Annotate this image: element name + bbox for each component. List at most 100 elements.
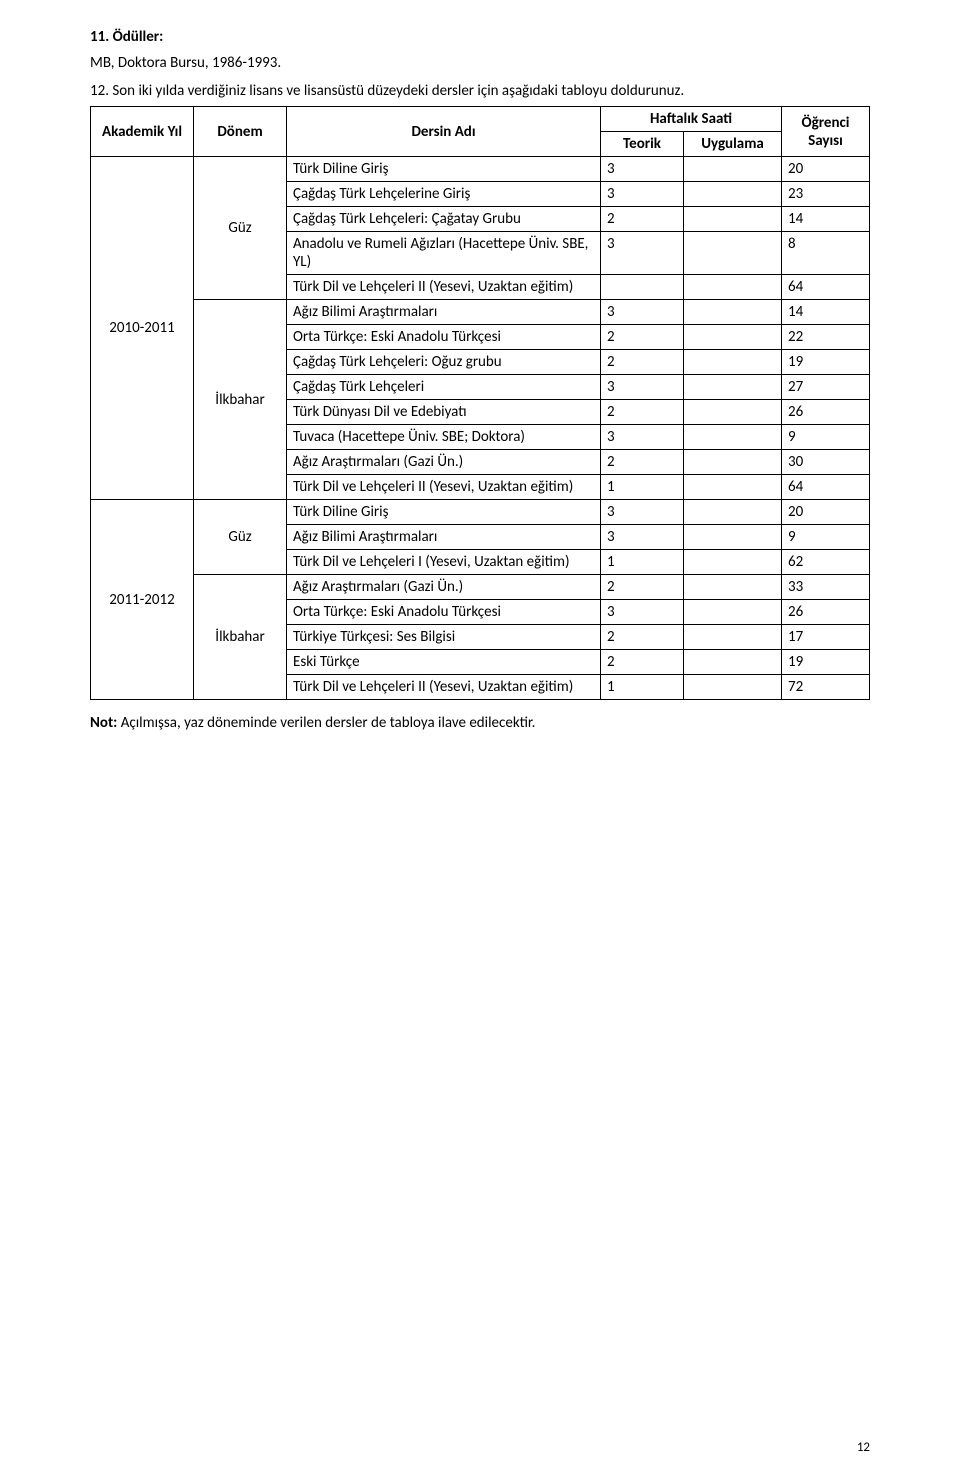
table-row: İlkbahar Ağız Araştırmaları (Gazi Ün.) 2…	[91, 575, 870, 600]
courses-table: Akademik Yıl Dönem Dersin Adı Haftalık S…	[90, 106, 870, 700]
cell-sayi: 22	[782, 325, 870, 350]
cell-uyg	[684, 400, 782, 425]
cell-sayi: 62	[782, 550, 870, 575]
cell-sayi: 30	[782, 450, 870, 475]
cell-ders: Eski Türkçe	[287, 650, 601, 675]
page-number: 12	[857, 1440, 870, 1455]
cell-ders: Türk Diline Giriş	[287, 500, 601, 525]
cell-teorik: 1	[601, 550, 684, 575]
cell-uyg	[684, 232, 782, 275]
header-teorik: Teorik	[601, 132, 684, 157]
cell-teorik: 2	[601, 400, 684, 425]
header-uygulama: Uygulama	[684, 132, 782, 157]
cell-uyg	[684, 275, 782, 300]
cell-sayi: 26	[782, 400, 870, 425]
cell-ders: Çağdaş Türk Lehçeleri: Oğuz grubu	[287, 350, 601, 375]
cell-ders: Türk Diline Giriş	[287, 157, 601, 182]
cell-teorik: 2	[601, 625, 684, 650]
cell-uyg	[684, 182, 782, 207]
cell-teorik: 2	[601, 450, 684, 475]
cell-uyg	[684, 325, 782, 350]
cell-sayi: 26	[782, 600, 870, 625]
note-body: Açılmışsa, yaz döneminde verilen dersler…	[117, 714, 535, 732]
cell-term-ilkbahar-1: İlkbahar	[194, 300, 287, 500]
cell-teorik: 2	[601, 207, 684, 232]
cell-sayi: 33	[782, 575, 870, 600]
cell-teorik: 2	[601, 575, 684, 600]
cell-uyg	[684, 525, 782, 550]
cell-uyg	[684, 625, 782, 650]
header-akademik-yil: Akademik Yıl	[91, 107, 194, 157]
cell-uyg	[684, 500, 782, 525]
table-header-row-1: Akademik Yıl Dönem Dersin Adı Haftalık S…	[91, 107, 870, 132]
cell-ders: Ağız Araştırmaları (Gazi Ün.)	[287, 575, 601, 600]
cell-teorik: 2	[601, 350, 684, 375]
cell-year-1: 2010-2011	[91, 157, 194, 500]
cell-teorik	[601, 275, 684, 300]
cell-ders: Çağdaş Türk Lehçelerine Giriş	[287, 182, 601, 207]
heading-courses: 12. Son iki yılda verdiğiniz lisans ve l…	[90, 82, 684, 100]
table-row: İlkbahar Ağız Bilimi Araştırmaları 3 14	[91, 300, 870, 325]
cell-ders: Ağız Araştırmaları (Gazi Ün.)	[287, 450, 601, 475]
cell-teorik: 2	[601, 650, 684, 675]
cell-uyg	[684, 575, 782, 600]
cell-sayi: 14	[782, 300, 870, 325]
cell-uyg	[684, 207, 782, 232]
cell-sayi: 64	[782, 275, 870, 300]
cell-ders: Türk Dil ve Lehçeleri I (Yesevi, Uzaktan…	[287, 550, 601, 575]
cell-ders: Türk Dünyası Dil ve Edebiyatı	[287, 400, 601, 425]
header-dersin-adi: Dersin Adı	[287, 107, 601, 157]
cell-sayi: 9	[782, 425, 870, 450]
heading-awards: 11. Ödüller:	[90, 28, 870, 46]
cell-ders: Orta Türkçe: Eski Anadolu Türkçesi	[287, 600, 601, 625]
cell-ders: Çağdaş Türk Lehçeleri: Çağatay Grubu	[287, 207, 601, 232]
cell-teorik: 3	[601, 500, 684, 525]
cell-teorik: 3	[601, 375, 684, 400]
cell-uyg	[684, 475, 782, 500]
cell-teorik: 3	[601, 182, 684, 207]
cell-uyg	[684, 300, 782, 325]
cell-teorik: 3	[601, 425, 684, 450]
cell-teorik: 3	[601, 600, 684, 625]
cell-term-guz-1: Güz	[194, 157, 287, 300]
header-haftalik-saati: Haftalık Saati	[601, 107, 782, 132]
cell-sayi: 20	[782, 157, 870, 182]
cell-uyg	[684, 675, 782, 700]
cell-year-2: 2011-2012	[91, 500, 194, 700]
cell-ders: Çağdaş Türk Lehçeleri	[287, 375, 601, 400]
cell-ders: Anadolu ve Rumeli Ağızları (Hacettepe Ün…	[287, 232, 601, 275]
header-donem: Dönem	[194, 107, 287, 157]
cell-ders: Türk Dil ve Lehçeleri II (Yesevi, Uzakta…	[287, 475, 601, 500]
cell-teorik: 3	[601, 525, 684, 550]
cell-ders: Tuvaca (Hacettepe Üniv. SBE; Doktora)	[287, 425, 601, 450]
cell-sayi: 20	[782, 500, 870, 525]
cell-teorik: 1	[601, 675, 684, 700]
cell-sayi: 64	[782, 475, 870, 500]
cell-ders: Türk Dil ve Lehçeleri II (Yesevi, Uzakta…	[287, 675, 601, 700]
awards-text: MB, Doktora Bursu, 1986-1993.	[90, 54, 870, 72]
cell-teorik: 3	[601, 300, 684, 325]
cell-ders: Orta Türkçe: Eski Anadolu Türkçesi	[287, 325, 601, 350]
cell-teorik: 3	[601, 157, 684, 182]
cell-sayi: 27	[782, 375, 870, 400]
cell-sayi: 9	[782, 525, 870, 550]
cell-uyg	[684, 550, 782, 575]
cell-ders: Türk Dil ve Lehçeleri II (Yesevi, Uzakta…	[287, 275, 601, 300]
table-row: 2010-2011 Güz Türk Diline Giriş 3 20	[91, 157, 870, 182]
cell-uyg	[684, 375, 782, 400]
cell-uyg	[684, 650, 782, 675]
cell-ders: Türkiye Türkçesi: Ses Bilgisi	[287, 625, 601, 650]
cell-uyg	[684, 157, 782, 182]
table-row: 2011-2012 Güz Türk Diline Giriş 3 20	[91, 500, 870, 525]
header-ogrenci-sayisi: Öğrenci Sayısı	[782, 107, 870, 157]
cell-term-ilkbahar-2: İlkbahar	[194, 575, 287, 700]
cell-uyg	[684, 425, 782, 450]
cell-teorik: 1	[601, 475, 684, 500]
cell-teorik: 3	[601, 232, 684, 275]
cell-sayi: 19	[782, 650, 870, 675]
note-text: Not: Açılmışsa, yaz döneminde verilen de…	[90, 714, 870, 732]
cell-sayi: 8	[782, 232, 870, 275]
cell-sayi: 72	[782, 675, 870, 700]
cell-uyg	[684, 600, 782, 625]
cell-sayi: 14	[782, 207, 870, 232]
